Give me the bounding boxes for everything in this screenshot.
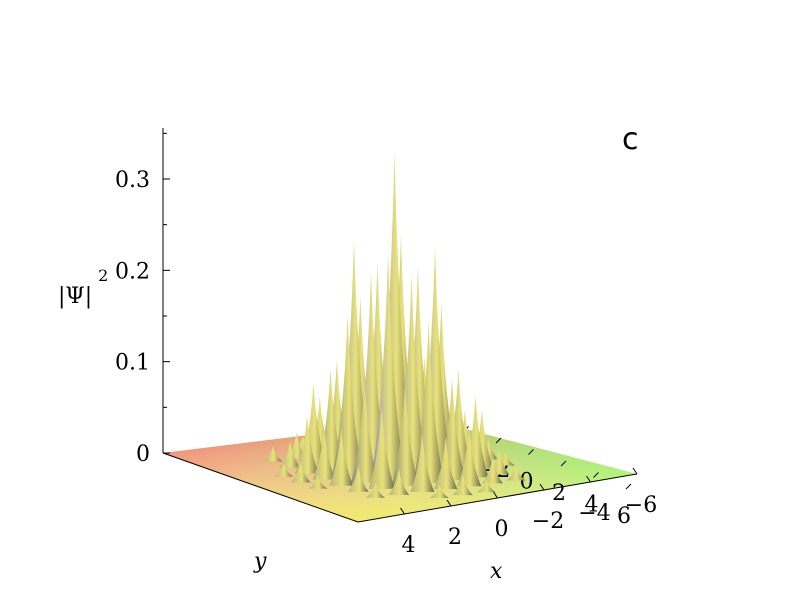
y-tick-label: 6 [617, 504, 631, 529]
x-tick-label: 4 [402, 533, 416, 558]
x-tick [586, 475, 591, 483]
z-tick-label: 0 [136, 442, 150, 467]
y-tick [593, 472, 599, 478]
z-axis-label: |Ψ|2 [58, 266, 108, 309]
surface-peak [506, 465, 526, 481]
x-tick-label: −2 [532, 509, 564, 534]
x-tick [400, 507, 405, 515]
surface-peaks [263, 151, 526, 499]
surface-peak [391, 383, 419, 486]
surface-peak [429, 484, 449, 499]
surface-peak [368, 406, 395, 489]
surface-peak [456, 427, 482, 487]
y-tick-label: 4 [585, 493, 599, 518]
surface-peak [312, 427, 336, 480]
z-axis-label-power: 2 [98, 266, 108, 285]
surface-peak [294, 415, 320, 474]
x-tick-label: −6 [625, 493, 657, 518]
x-tick-label: 0 [495, 517, 509, 542]
y-tick-label: 2 [552, 481, 566, 506]
surface-peak [388, 468, 410, 495]
y-axis-label: y [253, 549, 267, 574]
surface-peak [308, 475, 328, 489]
surface-peak [452, 473, 473, 496]
surface-peak [413, 320, 445, 484]
surface-peak [410, 433, 435, 492]
surface-peak [365, 482, 385, 498]
surface-peak [347, 465, 369, 492]
x-tick [539, 483, 545, 491]
x-tick [493, 491, 498, 499]
z-tick-label: 0.1 [115, 351, 150, 376]
x-axis: 4 2 0 −2 −4 −6 [357, 467, 657, 558]
x-tick-label: −4 [578, 501, 610, 526]
x-tick [632, 467, 638, 475]
surface-peak [274, 463, 294, 477]
surface-peak [279, 441, 301, 468]
surface-peak [332, 314, 364, 477]
y-tick [625, 483, 632, 490]
surface-peak [476, 478, 496, 493]
surface-peak [482, 456, 504, 484]
surface-peak [370, 252, 406, 480]
y-tick [528, 449, 534, 455]
panel-label: c [622, 122, 639, 157]
surface-peak [350, 380, 379, 483]
x-axis-label: x [490, 559, 503, 584]
z-tick-label: 0.2 [115, 259, 150, 284]
y-axis-line [162, 452, 359, 523]
surface-peak [433, 437, 458, 490]
z-ticks: 0 0.1 0.2 0.3 [115, 132, 170, 467]
y-tick [495, 437, 502, 444]
x-tick-label: 2 [448, 525, 462, 550]
z-axis: 0 0.1 0.2 0.3 [115, 128, 170, 467]
surface-peak [290, 461, 311, 483]
y-tick [560, 460, 567, 467]
x-tick [446, 499, 452, 507]
surface-peak [263, 446, 283, 462]
y-tick-label: 0 [520, 470, 534, 495]
x-ticks: 4 2 0 −2 −4 −6 [400, 467, 657, 558]
z-tick-label: 0.3 [115, 168, 150, 193]
surface-peak [329, 427, 354, 486]
